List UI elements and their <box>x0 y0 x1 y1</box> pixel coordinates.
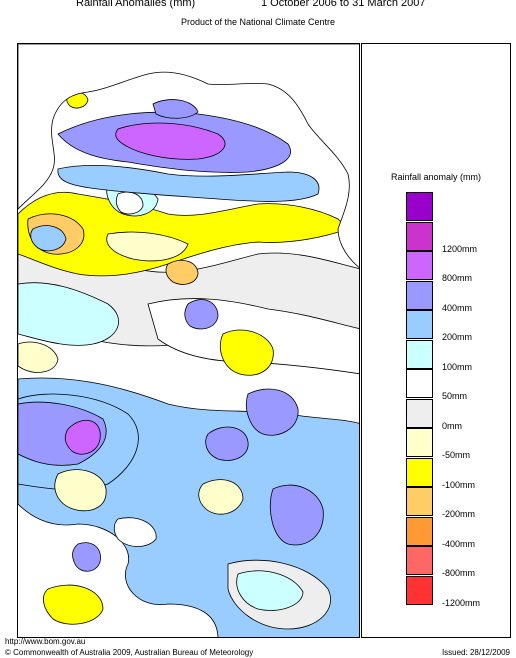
legend-swatch <box>406 398 433 428</box>
anomaly-region-purple-north-center <box>184 299 219 330</box>
anomaly-region-magenta-topend <box>115 122 226 160</box>
legend-label: 100mm <box>442 361 473 372</box>
anomaly-region-blue-west-coast <box>30 225 67 252</box>
legend-swatch <box>406 339 433 369</box>
legend-swatch <box>406 428 433 457</box>
legend-label: 1200mm <box>442 243 478 254</box>
map-canvas <box>18 44 359 637</box>
legend-swatch <box>406 369 433 398</box>
anomaly-region-cream-west <box>18 341 59 373</box>
copyright-notice: © Commonwealth of Australia 2009, Austra… <box>5 648 254 657</box>
legend-swatch <box>406 251 433 280</box>
anomaly-region-cyan-northwest <box>18 282 119 346</box>
legend-swatch <box>406 575 433 605</box>
legend-label: -800mm <box>442 568 476 578</box>
legend-label: -400mm <box>442 538 476 549</box>
ocean-area <box>18 44 359 268</box>
legend-label: -100mm <box>442 479 476 490</box>
legend-swatch <box>406 310 433 339</box>
anomaly-region-purple-center <box>205 426 249 461</box>
legend-swatch <box>406 516 433 546</box>
anomaly-region-yellow-southwest <box>43 584 104 625</box>
legend-swatch <box>406 487 433 516</box>
map-title: Rainfall Anomalies (mm) <box>76 0 196 9</box>
anomaly-region-purple-southeast <box>269 484 324 546</box>
legend-swatch <box>406 280 433 310</box>
legend-swatch <box>406 546 433 575</box>
legend-label: -200mm <box>442 509 476 519</box>
map-period: 1 October 2006 to 31 March 2007 <box>261 0 426 9</box>
issued-date: Issued: 28/12/2009 <box>441 648 510 657</box>
anomaly-region-yellow-center <box>219 329 274 376</box>
legend-label: 0mm <box>442 420 462 431</box>
legend-swatch <box>406 192 433 221</box>
legend-title: Rainfall anomaly (mm) <box>390 172 482 182</box>
anomaly-region-blue-island <box>152 99 199 119</box>
anomaly-region-lightblue-topend <box>57 164 320 202</box>
anomaly-region-cream-topend <box>106 231 189 262</box>
legend-label: 50mm <box>442 391 468 401</box>
legend-label: 800mm <box>442 273 473 283</box>
rainfall-anomaly-map <box>17 43 360 638</box>
legend-swatch <box>406 221 433 251</box>
legend-label: -1200mm <box>442 597 481 608</box>
anomaly-region-cream-southeast <box>198 479 244 515</box>
anomaly-region-cream-center <box>54 469 107 512</box>
anomaly-region-purple-south <box>72 542 101 572</box>
top-end-region <box>18 92 349 285</box>
anomaly-region-magenta-west <box>64 419 101 455</box>
map-title-row: Rainfall Anomalies (mm) 1 October 2006 t… <box>0 0 516 11</box>
legend-label: -50mm <box>442 450 471 460</box>
map-legend: Rainfall anomaly (mm) 1200mm 800mm 400mm 20… <box>361 43 511 638</box>
anomaly-region-cyan-southeast <box>236 570 304 611</box>
map-subtitle: Product of the National Climate Centre <box>180 17 336 27</box>
legend-swatch <box>406 457 433 487</box>
anomaly-region-purple-east <box>246 388 299 436</box>
anomaly-region-white-topend <box>115 191 144 215</box>
legend-label: 200mm <box>442 332 473 342</box>
anomaly-region-orange-center <box>165 260 199 285</box>
anomaly-region-white-south <box>113 517 157 547</box>
source-url[interactable]: http://www.bom.gov.au <box>5 637 86 646</box>
legend-label: 400mm <box>442 302 473 313</box>
